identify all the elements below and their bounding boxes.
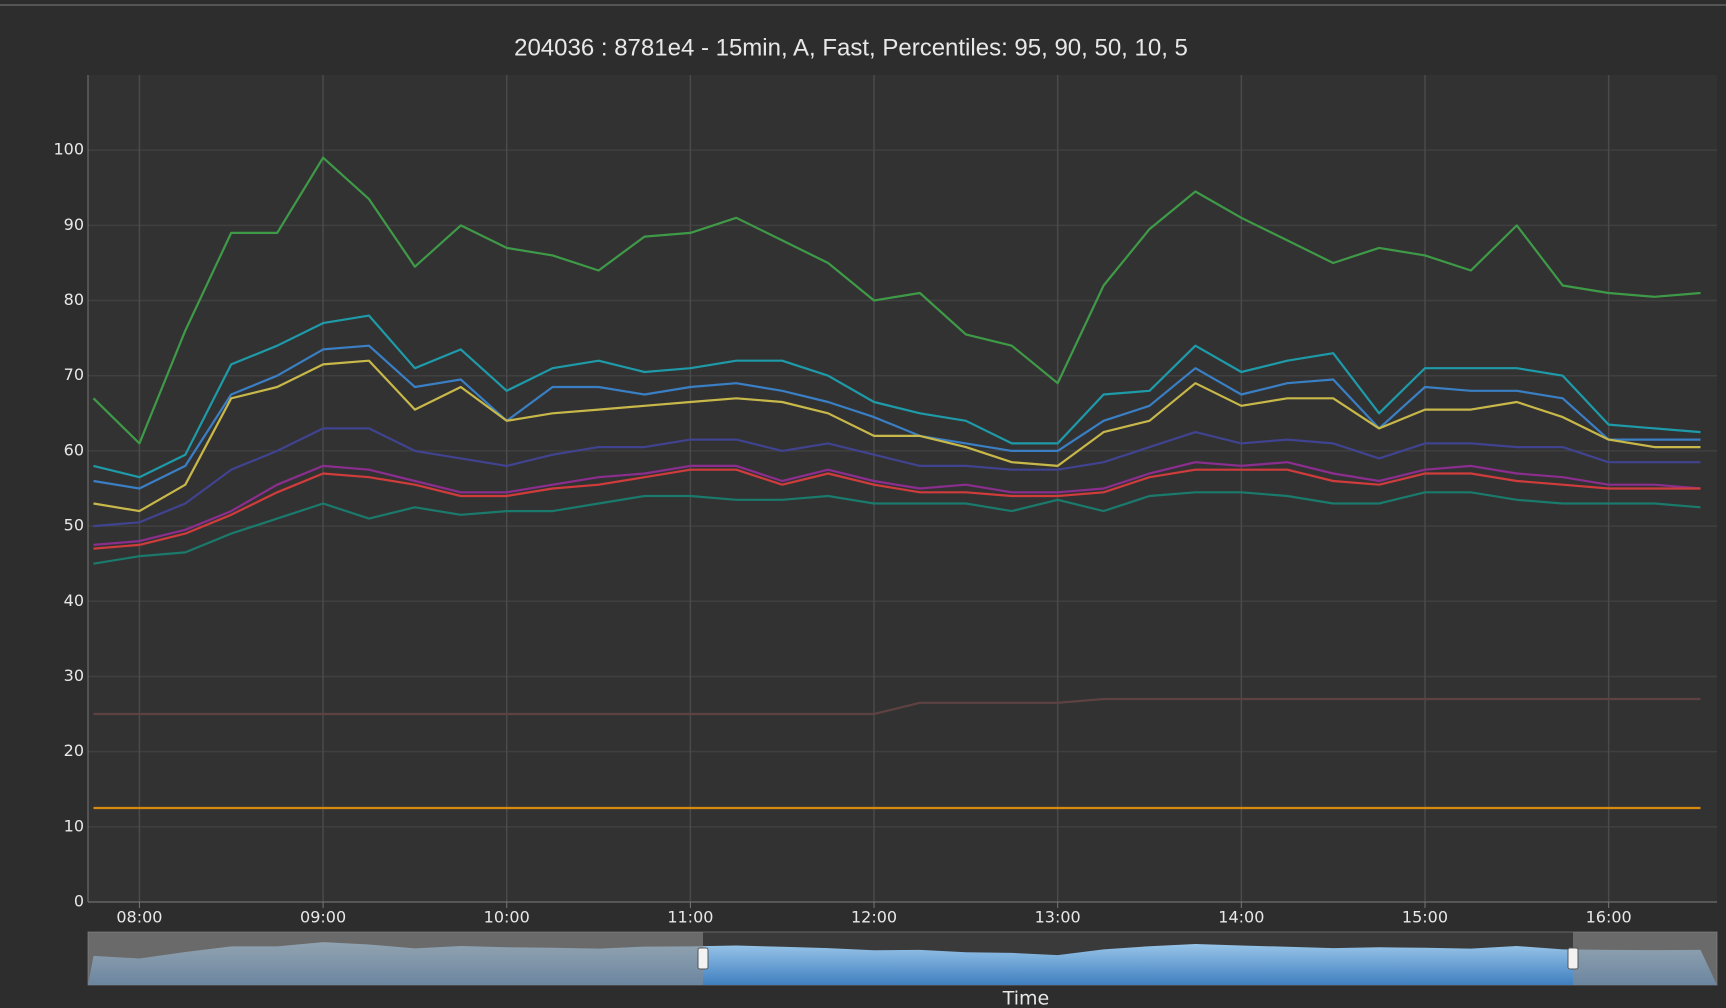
y-tick-label: 0 (74, 892, 84, 911)
x-tick-label: 16:00 (1586, 908, 1632, 927)
y-tick-label: 10 (64, 816, 84, 835)
series-line (93, 344, 1701, 490)
series-lines (92, 156, 1701, 810)
x-tick-label: 10:00 (484, 908, 530, 927)
y-tick-label: 70 (64, 365, 84, 384)
y-tick-label: 90 (64, 215, 84, 234)
x-tick-label: 14:00 (1218, 908, 1264, 927)
series-line (93, 314, 1701, 479)
series-line (93, 461, 1701, 546)
y-tick-label: 80 (64, 290, 84, 309)
chart-title: 204036 : 8781e4 - 15min, A, Fast, Percen… (514, 34, 1188, 61)
series-line (93, 491, 1701, 565)
navigator-mask (1573, 932, 1717, 985)
series-line (93, 359, 1701, 513)
y-tick-label: 60 (64, 440, 84, 459)
series-line (93, 697, 1701, 716)
y-tick-label: 20 (64, 741, 84, 760)
x-tick-label: 09:00 (300, 908, 346, 927)
x-axis-label: Time (1002, 988, 1050, 1008)
navigator-mask (88, 932, 703, 985)
x-tick-label: 13:00 (1035, 908, 1081, 927)
y-tick-label: 40 (64, 591, 84, 610)
series-line (93, 427, 1701, 528)
y-tick-label: 50 (64, 516, 84, 535)
x-tick-label: 15:00 (1402, 908, 1448, 927)
series-line (92, 156, 1701, 445)
y-tick-label: 100 (53, 140, 84, 159)
x-tick-label: 08:00 (116, 908, 162, 927)
navigator[interactable] (87, 931, 1718, 986)
y-tick-label: 30 (64, 666, 84, 685)
x-tick-label: 12:00 (851, 908, 897, 927)
navigator-handle[interactable] (697, 947, 709, 970)
navigator-handle[interactable] (1567, 947, 1579, 970)
grid: 0 10 20 30 40 50 60 70 80 90 100 08:00 09:00 10:00 11:… (53, 75, 1717, 927)
x-tick-label: 11:00 (667, 908, 713, 927)
series-line (93, 468, 1701, 550)
